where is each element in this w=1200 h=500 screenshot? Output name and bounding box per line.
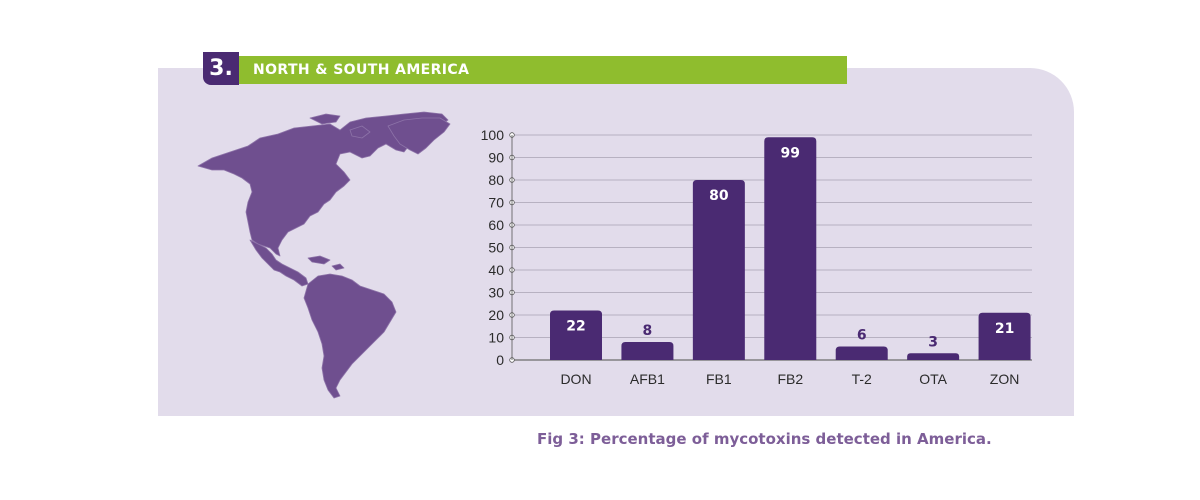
x-category-label: DON xyxy=(560,371,591,387)
caption-text: Percentage of mycotoxins detected in Ame… xyxy=(590,430,992,448)
y-tick-label: 90 xyxy=(488,150,504,166)
bar-fb1 xyxy=(692,180,745,360)
x-category-label: OTA xyxy=(919,371,947,387)
figure-caption: Fig 3: Percentage of mycotoxins detected… xyxy=(537,430,992,448)
x-category-label: FB1 xyxy=(706,371,732,387)
section-number-badge: 3. xyxy=(203,52,239,85)
chart-bars: 22 8 80 99 6 3 21 xyxy=(550,137,1031,360)
y-tick-label: 70 xyxy=(488,195,504,211)
x-category-label: FB2 xyxy=(777,371,803,387)
bar-value-label: 80 xyxy=(709,188,729,204)
bar-zon xyxy=(978,312,1031,360)
bar-value-label: 8 xyxy=(643,323,653,339)
bar-value-label: 22 xyxy=(566,319,585,335)
y-axis-ticks: 0 10 20 30 40 50 60 70 80 90 100 xyxy=(481,127,515,368)
y-tick-label: 0 xyxy=(496,352,504,368)
y-tick-label: 100 xyxy=(481,127,505,143)
bar-t-2 xyxy=(835,346,888,360)
y-tick-label: 20 xyxy=(488,307,504,323)
y-tick-label: 80 xyxy=(488,172,504,188)
y-tick-label: 30 xyxy=(488,285,504,301)
bar-value-label: 99 xyxy=(781,145,800,161)
x-category-label: T-2 xyxy=(852,371,872,387)
bar-ota xyxy=(907,353,960,360)
bar-value-label: 6 xyxy=(857,328,867,344)
x-axis-labels: DON AFB1 FB1 FB2 T-2 OTA ZON xyxy=(560,371,1019,387)
bar-don xyxy=(550,310,602,360)
y-tick-label: 60 xyxy=(488,217,504,233)
x-category-label: AFB1 xyxy=(630,371,665,387)
bar-value-label: 21 xyxy=(995,321,1014,337)
americas-map-icon xyxy=(197,111,451,399)
y-tick-label: 10 xyxy=(488,330,504,346)
y-tick-label: 40 xyxy=(488,262,504,278)
y-tick-label: 50 xyxy=(488,240,504,256)
section-title-banner: NORTH & SOUTH AMERICA xyxy=(239,56,847,84)
caption-prefix: Fig 3: xyxy=(537,430,585,448)
bar-fb2 xyxy=(764,137,817,360)
mycotoxin-bar-chart: 0 10 20 30 40 50 60 70 80 90 100 22 8 80 99 6 3 21 DON AF… xyxy=(481,127,1032,387)
bar-value-label: 3 xyxy=(928,334,938,350)
bar-afb1 xyxy=(621,342,674,360)
x-category-label: ZON xyxy=(990,371,1020,387)
